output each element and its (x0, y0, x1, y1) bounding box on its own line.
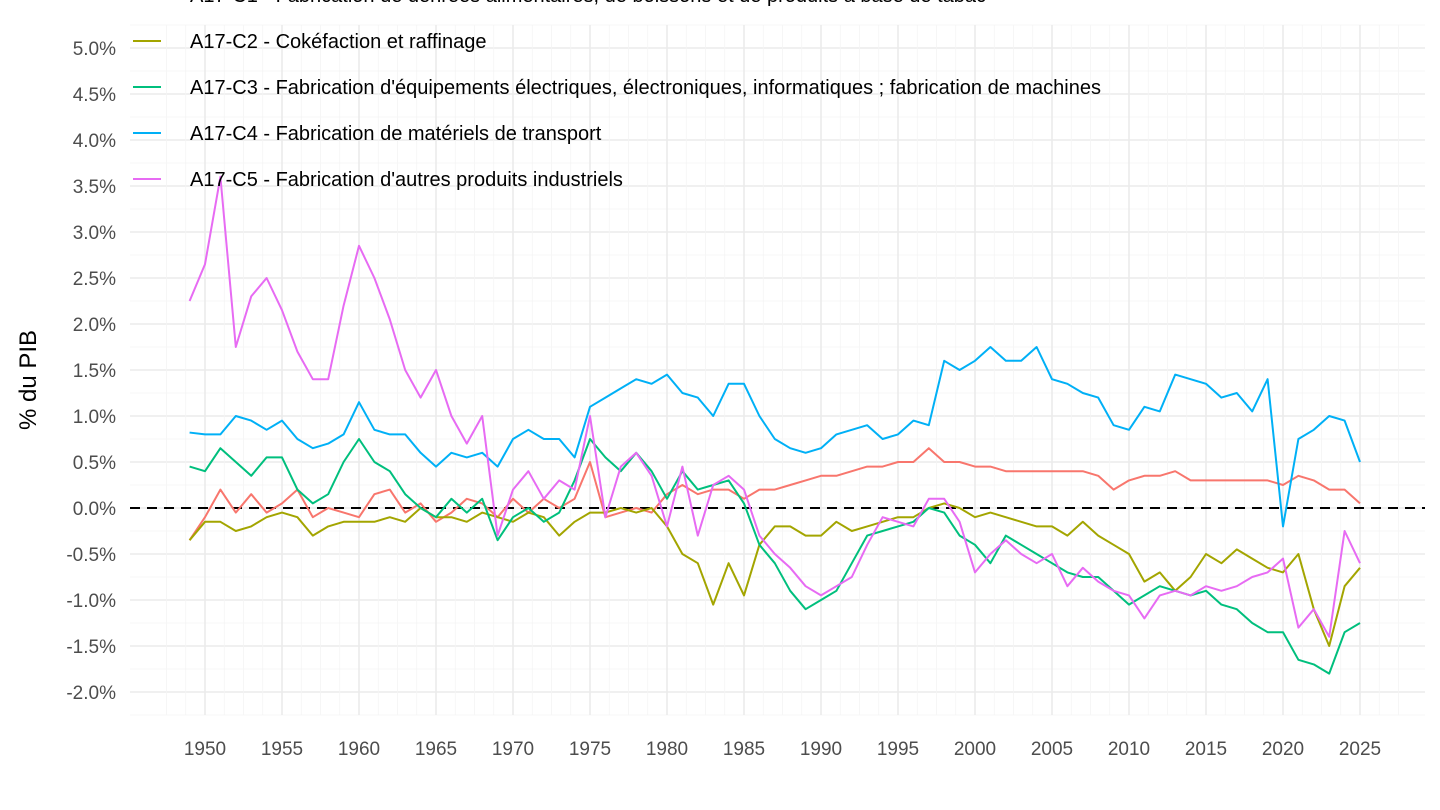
legend-item-c4: A17-C4 - Fabrication de matériels de tra… (133, 123, 602, 145)
x-tick-label: 2015 (1185, 739, 1227, 760)
x-tick-label: 1965 (415, 739, 457, 760)
x-tick-label: 2010 (1108, 739, 1150, 760)
legend-item-c3: A17-C3 - Fabrication d'équipements élect… (133, 77, 1101, 99)
legend-item-c2: A17-C2 - Cokéfaction et raffinage (133, 31, 486, 53)
y-tick-label: 2.0% (73, 315, 116, 336)
legend-label: A17-C2 - Cokéfaction et raffinage (190, 31, 486, 53)
x-tick-label: 2020 (1262, 739, 1304, 760)
x-tick-label: 1990 (800, 739, 842, 760)
y-axis-title: % du PIB (15, 330, 42, 430)
y-axis-ticks: -2.0% -1.5% -1.0% -0.5% 0.0% 0.5% 1.0% 1.5% 2.0%… (66, 39, 116, 704)
series-line-c3 (189, 438, 1361, 675)
x-tick-label: 2005 (1031, 739, 1073, 760)
y-tick-label: 2.5% (73, 269, 116, 290)
grid (130, 24, 1425, 716)
x-tick-label: 2000 (954, 739, 996, 760)
legend-label: A17-C1 - Fabrication de denrées alimenta… (190, 0, 986, 7)
x-axis-ticks: 1950 1955 1960 1965 1970 1975 1980 1985 1990 1995… (184, 739, 1381, 760)
legend-label: A17-C5 - Fabrication d'autres produits i… (190, 169, 623, 191)
legend-item-c5: A17-C5 - Fabrication d'autres produits i… (133, 169, 623, 191)
x-tick-label: 1955 (261, 739, 303, 760)
x-tick-label: 1995 (877, 739, 919, 760)
y-tick-label: -0.5% (66, 545, 116, 566)
y-tick-label: 4.0% (73, 131, 116, 152)
legend-item-c1: A17-C1 - Fabrication de denrées alimenta… (190, 0, 986, 7)
series-group (188, 175, 1361, 675)
x-tick-label: 1960 (338, 739, 380, 760)
y-tick-label: 3.0% (73, 223, 116, 244)
legend-label: A17-C4 - Fabrication de matériels de tra… (190, 123, 602, 145)
y-tick-label: 1.5% (73, 361, 116, 382)
series-line-c2 (188, 502, 1361, 647)
y-tick-label: 0.0% (73, 499, 116, 520)
y-tick-label: -1.0% (66, 591, 116, 612)
y-tick-label: -2.0% (66, 683, 116, 704)
x-tick-label: 1980 (646, 739, 688, 760)
x-tick-label: 1975 (569, 739, 611, 760)
y-tick-label: 5.0% (73, 39, 116, 60)
y-tick-label: 3.5% (73, 177, 116, 198)
x-tick-label: 1985 (723, 739, 765, 760)
x-tick-label: 1970 (492, 739, 534, 760)
series-line-c5 (188, 175, 1361, 638)
y-tick-label: -1.5% (66, 637, 116, 658)
legend-label: A17-C3 - Fabrication d'équipements élect… (190, 77, 1101, 99)
x-tick-label: 2025 (1339, 739, 1381, 760)
series-line-c4 (189, 346, 1361, 528)
y-tick-label: 0.5% (73, 453, 116, 474)
legend: A17-C1 - Fabrication de denrées alimenta… (133, 0, 1101, 191)
x-tick-label: 1950 (184, 739, 226, 760)
series-line-c1 (188, 447, 1361, 541)
y-tick-label: 4.5% (73, 85, 116, 106)
y-tick-label: 1.0% (73, 407, 116, 428)
